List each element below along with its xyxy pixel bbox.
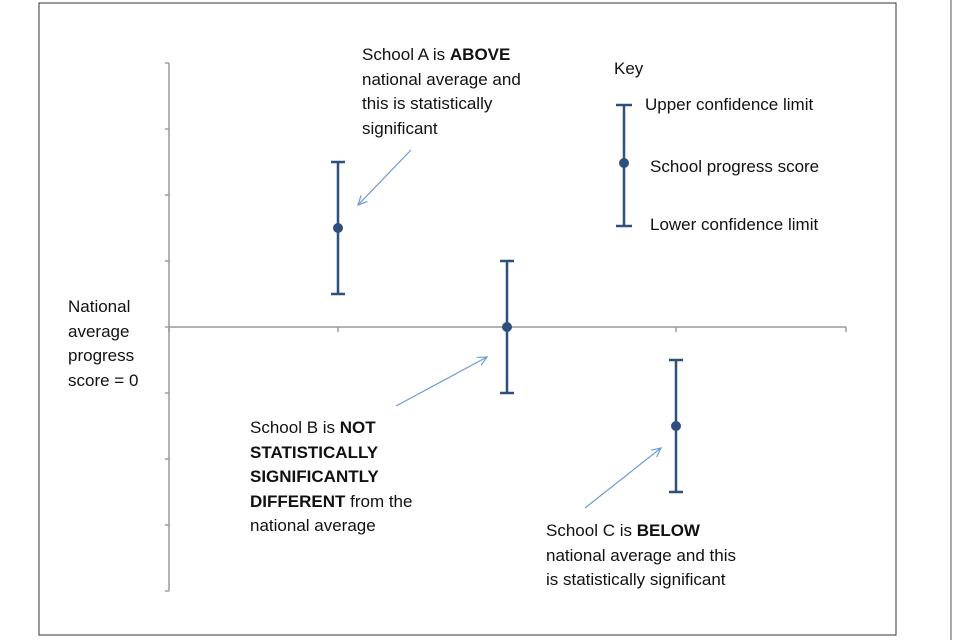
baseline-label-line: average xyxy=(68,321,130,341)
key-upper-label: Upper confidence limit xyxy=(645,95,814,114)
baseline-label: National average progress score = 0 xyxy=(68,295,138,393)
key-lower-label: Lower confidence limit xyxy=(650,215,819,234)
school-a-error-bar xyxy=(331,160,345,296)
annotation-line: School B is NOT xyxy=(250,416,412,441)
annotation-text: School B is xyxy=(250,418,340,437)
school-b-score-point xyxy=(502,322,512,332)
school-a-arrow-shaft xyxy=(357,149,412,206)
school-c-error-bar xyxy=(669,358,683,494)
annotation-line: significant xyxy=(362,118,438,138)
baseline-label-line: National xyxy=(68,297,131,316)
school-b-annotation: School B is NOT STATISTICALLY SIGNIFICAN… xyxy=(250,416,412,539)
annotation-emphasis: NOT xyxy=(339,418,376,437)
annotation-emphasis: BELOW xyxy=(636,521,700,540)
baseline-label-line: score = 0 xyxy=(68,370,139,390)
school-c-arrow-head xyxy=(651,447,663,458)
annotation-arrows xyxy=(357,149,663,509)
key-point xyxy=(619,158,629,168)
annotation-emphasis: SIGNIFICANTLY xyxy=(250,467,379,486)
school-c-annotation: School C is BELOW national average and t… xyxy=(546,519,736,593)
figure-frame xyxy=(38,2,897,636)
annotation-line: School C is BELOW xyxy=(546,519,736,544)
school-c-arrow xyxy=(584,447,663,509)
school-a-arrow xyxy=(357,149,412,206)
annotation-line: national average and xyxy=(362,69,521,89)
baseline-label-line: progress xyxy=(68,346,135,365)
annotation-line: DIFFERENT from the xyxy=(250,490,412,515)
annotation-line: national average xyxy=(250,516,376,535)
school-b-arrow xyxy=(395,356,489,407)
school-b-arrow-head xyxy=(476,356,489,366)
annotation-line: is statistically significant xyxy=(546,570,726,589)
school-c-arrow-shaft xyxy=(584,447,662,509)
annotation-line: SIGNIFICANTLY xyxy=(250,465,412,490)
school-a-annotation: School A is ABOVE national average and t… xyxy=(362,43,521,141)
annotation-line: School A is ABOVE xyxy=(362,43,521,68)
school-b-error-bar xyxy=(500,259,514,395)
key-title: Key xyxy=(614,59,644,78)
annotation-line: national average and this xyxy=(546,545,736,565)
school-c-score-point xyxy=(671,421,681,431)
annotation-text: from the xyxy=(345,491,413,511)
annotation-emphasis: DIFFERENT xyxy=(250,491,346,511)
annotation-emphasis: STATISTICALLY xyxy=(250,442,379,462)
key-point-label: School progress score xyxy=(650,157,820,176)
annotation-line: STATISTICALLY xyxy=(250,441,412,466)
annotation-emphasis: ABOVE xyxy=(449,45,511,64)
school-a-arrow-head xyxy=(357,195,368,206)
school-a-score-point xyxy=(333,223,343,233)
error-bars xyxy=(331,160,683,494)
school-b-arrow-shaft xyxy=(395,356,488,407)
annotation-line: this is statistically xyxy=(362,94,493,113)
annotation-text: School A is xyxy=(362,45,450,64)
annotation-text: School C is xyxy=(546,521,637,540)
key-marker xyxy=(616,103,632,228)
